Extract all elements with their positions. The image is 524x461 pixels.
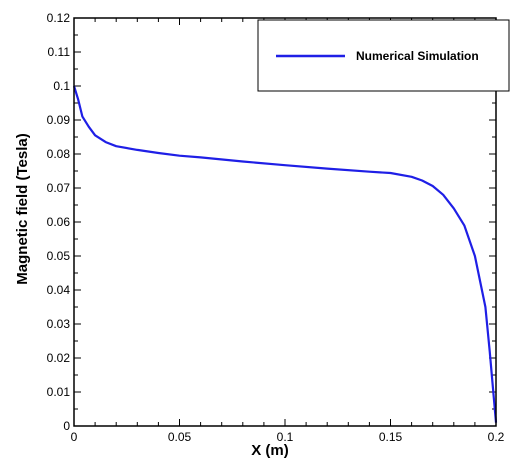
- y-tick-label: 0.05: [47, 249, 71, 263]
- y-tick-label: 0.06: [47, 215, 71, 229]
- series-line-numerical-simulation: [72, 85, 498, 423]
- x-tick-label: 0.1: [277, 430, 294, 444]
- y-axis: 0 0.01 0.02 0.03 0.04 0.05 0.06 0.07 0.08 0.09 0.1…: [47, 11, 496, 433]
- x-tick-label: 0.2: [488, 430, 505, 444]
- y-axis-title: Magnetic field (Tesla): [14, 133, 31, 284]
- x-axis: 0 0.05 0.1 0.15 0.2: [71, 18, 505, 444]
- x-tick-label: 0: [71, 430, 78, 444]
- x-tick-label: 0.15: [379, 430, 403, 444]
- y-tick-label: 0.07: [47, 181, 71, 195]
- y-tick-label: 0.09: [47, 113, 71, 127]
- y-tick-label: 0.08: [47, 147, 71, 161]
- plot-frame: [73, 17, 497, 427]
- y-tick-label: 0.01: [47, 385, 71, 399]
- y-tick-label: 0.03: [47, 317, 71, 331]
- x-tick-label: 0.05: [168, 430, 192, 444]
- legend: Numerical Simulation: [257, 19, 510, 92]
- x-axis-title: X (m): [251, 442, 289, 459]
- y-tick-label: 0.12: [47, 11, 71, 25]
- y-tick-label: 0.11: [48, 45, 71, 59]
- y-tick-label: 0: [63, 419, 70, 433]
- y-tick-label: 0.1: [53, 79, 70, 93]
- series-layer: [72, 85, 498, 423]
- y-tick-label: 0.04: [47, 283, 71, 297]
- legend-label: Numerical Simulation: [356, 49, 479, 63]
- y-tick-label: 0.02: [47, 351, 71, 365]
